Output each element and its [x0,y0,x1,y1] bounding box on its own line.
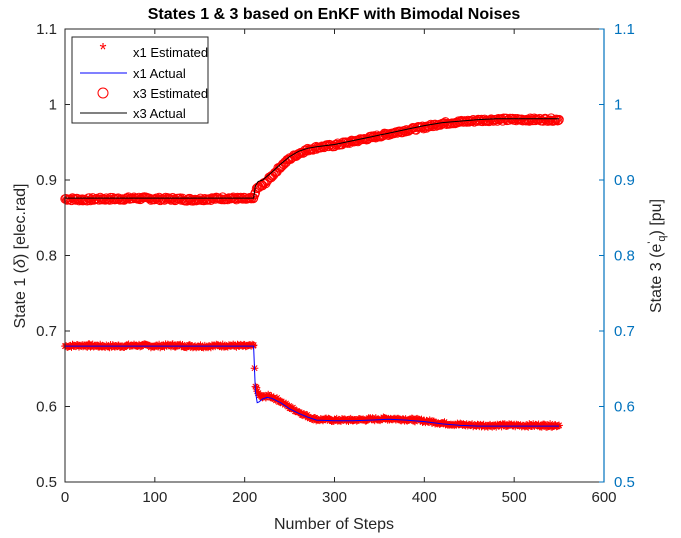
x-axis-title: Number of Steps [274,516,394,533]
x3-estimated-point [538,116,548,126]
x-tick-label: 200 [232,489,257,506]
y-right-tick-label: 0.5 [614,474,635,491]
legend-box [71,36,209,124]
x1-estimated-point [253,387,261,395]
x-tick-label: 600 [591,489,616,506]
y-left-tick-label: 1.1 [36,21,57,38]
x3-estimated-point [428,121,438,132]
legend-label-x1-actual: x1 Actual [133,66,186,81]
x1-estimated-point [468,420,476,428]
y-left-tick-label: 0.7 [36,323,57,340]
y-right-tick-label: 1 [614,97,622,114]
series-x1-actual-line [65,345,560,427]
legend: * x1 Estimated x1 Actual x3 Estimated x3… [71,36,209,124]
x3-estimated-point [329,141,340,152]
x3-estimated-point [477,116,488,127]
y-axis-right-title: State 3 (e'q) [pu] [646,199,668,313]
x3-estimated-point [316,143,326,153]
x1-estimated-point [529,420,537,428]
y-left-tick-label: 0.5 [36,474,57,491]
x1-estimated-point [555,421,563,430]
x-tick-label: 100 [142,489,167,506]
series-x1-estimated [61,340,563,431]
series-x3-actual-line [65,118,560,199]
y-right-tick-label: 0.9 [614,172,635,189]
chart-title: States 1 & 3 based on EnKF with Bimodal … [148,6,521,23]
x1-estimated-point [546,420,554,428]
x1-estimated-point [249,341,258,349]
x-tick-label: 500 [502,489,527,506]
y-axis-left-title: State 1 (δ) [elec.rad] [12,184,29,329]
y-left-tick-label: 0.8 [36,248,57,265]
legend-label-x1-estimated: x1 Estimated [133,45,208,60]
legend-label-x3-actual: x3 Actual [133,106,186,121]
x3-estimated-point [488,116,498,126]
axes: 0 100 200 300 400 500 6000.50.60.70.80.911.10.… [36,21,635,506]
x3-estimated-point [549,115,560,126]
y-right-tick-label: 0.8 [614,248,635,265]
x1-estimated-point [280,398,288,407]
x1-estimated-point [252,383,261,392]
y-left-tick-label: 1 [49,97,57,114]
x1-estimated-point [479,420,488,429]
y-right-tick-label: 0.6 [614,399,635,416]
x1-estimated-point [160,343,169,351]
x-tick-label: 0 [61,489,69,506]
legend-label-x3-estimated: x3 Estimated [133,86,208,101]
y-right-tick-label: 0.7 [614,323,635,340]
y-left-tick-label: 0.9 [36,172,57,189]
x-tick-label: 400 [412,489,437,506]
series-x3-estimated [60,113,564,206]
legend-sample-x1-estimated: * [99,40,106,60]
plot-area [60,113,564,431]
y-right-tick-label: 1.1 [614,21,635,38]
x1-estimated-point [273,394,281,402]
legend-sample-x3-estimated [97,87,109,99]
x-tick-label: 300 [322,489,347,506]
x1-estimated-point [277,397,286,406]
x1-estimated-point [492,423,500,431]
x3-estimated-point [554,114,564,125]
y-left-tick-label: 0.6 [36,399,57,416]
